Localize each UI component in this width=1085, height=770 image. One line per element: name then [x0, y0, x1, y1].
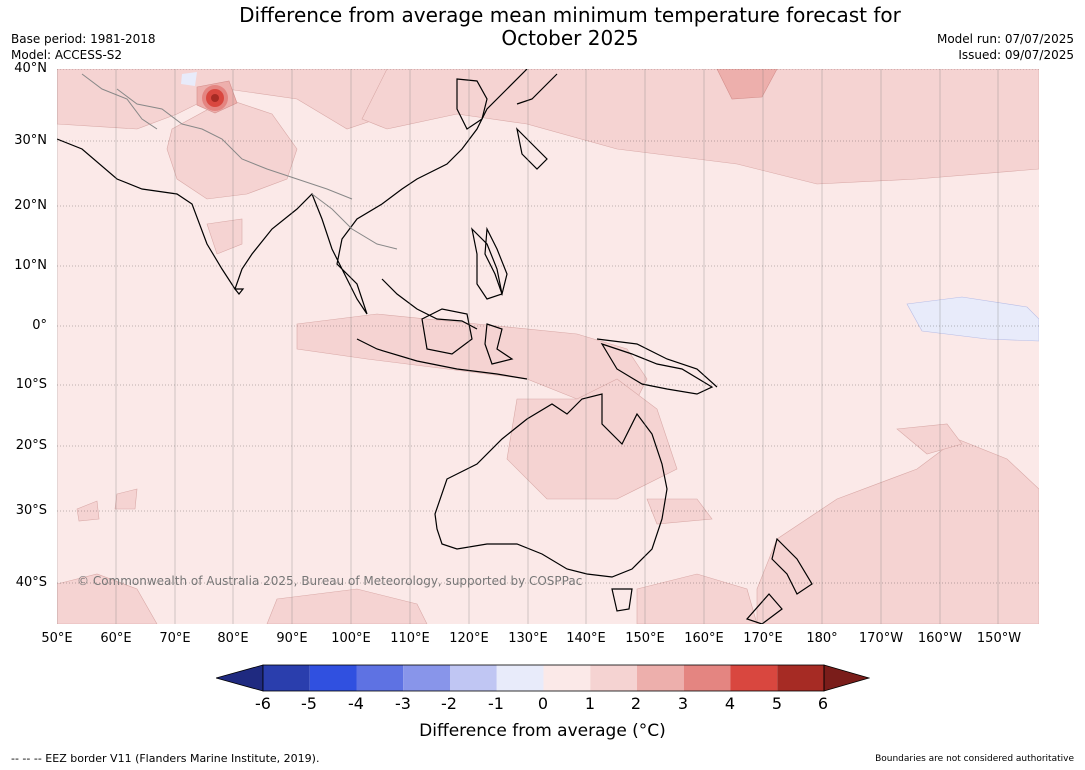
- colorbar-tick: 2: [630, 694, 642, 713]
- colorbar-swatch: [403, 665, 450, 691]
- lon-label: 100°E: [331, 631, 371, 646]
- colorbar-tick: 5: [771, 694, 783, 713]
- forecast-map: [57, 69, 1039, 624]
- lat-label: 40°N: [14, 61, 47, 76]
- colorbar-tick: -2: [441, 694, 457, 713]
- title-line-2: October 2025: [501, 26, 639, 50]
- lon-label: 130°E: [508, 631, 548, 646]
- lon-label: 90°E: [276, 631, 308, 646]
- colorbar-swatch: [263, 665, 310, 691]
- lon-label: 50°E: [41, 631, 73, 646]
- lat-label: 20°S: [15, 438, 47, 453]
- colorbar-tick: 1: [584, 694, 596, 713]
- lat-label: 10°N: [14, 258, 47, 273]
- colorbar-swatch: [730, 665, 778, 691]
- colorbar-tick: -1: [488, 694, 504, 713]
- model-text: Model: ACCESS-S2: [11, 48, 123, 62]
- colorbar-swatch: [496, 665, 544, 691]
- lat-label: 30°S: [15, 503, 47, 518]
- colorbar-swatch: [637, 665, 684, 691]
- colorbar-swatch: [309, 665, 357, 691]
- lon-label: 60°E: [100, 631, 132, 646]
- colorbar-arrow-low: [214, 664, 264, 692]
- colorbar-svg: [214, 664, 871, 692]
- lon-label: 170°E: [743, 631, 783, 646]
- colorbar-swatch: [683, 665, 731, 691]
- lon-label: 150°E: [625, 631, 665, 646]
- colorbar-tick: 0: [537, 694, 549, 713]
- base-period-text: Base period: 1981-2018: [11, 32, 156, 46]
- meta-right: Model run: 07/07/2025 Issued: 09/07/2025: [937, 31, 1074, 63]
- lon-label: 160°W: [917, 631, 963, 646]
- copyright-notice: © Commonwealth of Australia 2025, Bureau…: [77, 574, 583, 588]
- colorbar-tick: 6: [817, 694, 829, 713]
- anomaly-negative-small: [181, 72, 197, 86]
- model-run-text: Model run: 07/07/2025: [936, 32, 1074, 46]
- coastlines: [57, 69, 813, 624]
- map-title: Difference from average mean minimum tem…: [0, 4, 1085, 50]
- colorbar-tick: -6: [255, 694, 271, 713]
- lat-label: 0°: [32, 318, 47, 333]
- lat-label: 30°N: [14, 133, 47, 148]
- lon-label: 120°E: [449, 631, 489, 646]
- colorbar-tick: -5: [301, 694, 317, 713]
- lon-label: 180°: [806, 631, 838, 646]
- lon-label: 170°W: [858, 631, 904, 646]
- lon-label: 80°E: [217, 631, 249, 646]
- colorbar-label: Difference from average (°C): [419, 721, 666, 741]
- longitude-gridlines: [57, 69, 999, 624]
- anomaly-1-2-regions: [57, 69, 1039, 624]
- colorbar-swatch: [777, 665, 824, 691]
- colorbar-tick: -4: [348, 694, 364, 713]
- lat-label: 10°S: [15, 377, 47, 392]
- meta-left: Base period: 1981-2018 Model: ACCESS-S2: [11, 31, 156, 63]
- colorbar-tick: 3: [677, 694, 689, 713]
- eez-legend: -- -- -- EEZ border V11 (Flanders Marine…: [11, 752, 320, 765]
- colorbar-swatch: [356, 665, 404, 691]
- colorbar: [214, 664, 871, 692]
- map-svg: [57, 69, 1039, 624]
- title-line-1: Difference from average mean minimum tem…: [239, 3, 901, 27]
- colorbar-swatch: [590, 665, 637, 691]
- lat-label: 40°S: [15, 575, 47, 590]
- anomaly-hotspot: [202, 85, 228, 111]
- lon-label: 160°E: [684, 631, 724, 646]
- lat-label: 20°N: [14, 198, 47, 213]
- country-borders: [81, 73, 398, 250]
- colorbar-swatch: [543, 665, 591, 691]
- colorbar-arrow-high: [823, 664, 871, 692]
- issued-text: Issued: 09/07/2025: [958, 48, 1074, 62]
- lon-label: 140°E: [566, 631, 606, 646]
- lon-label: 70°E: [159, 631, 191, 646]
- colorbar-swatch: [450, 665, 497, 691]
- lon-label: 110°E: [390, 631, 430, 646]
- boundaries-note: Boundaries are not considered authoritat…: [875, 754, 1074, 764]
- colorbar-tick: -3: [395, 694, 411, 713]
- lon-label: 150°W: [976, 631, 1022, 646]
- colorbar-tick: 4: [724, 694, 736, 713]
- colorbar-outline: [262, 664, 825, 692]
